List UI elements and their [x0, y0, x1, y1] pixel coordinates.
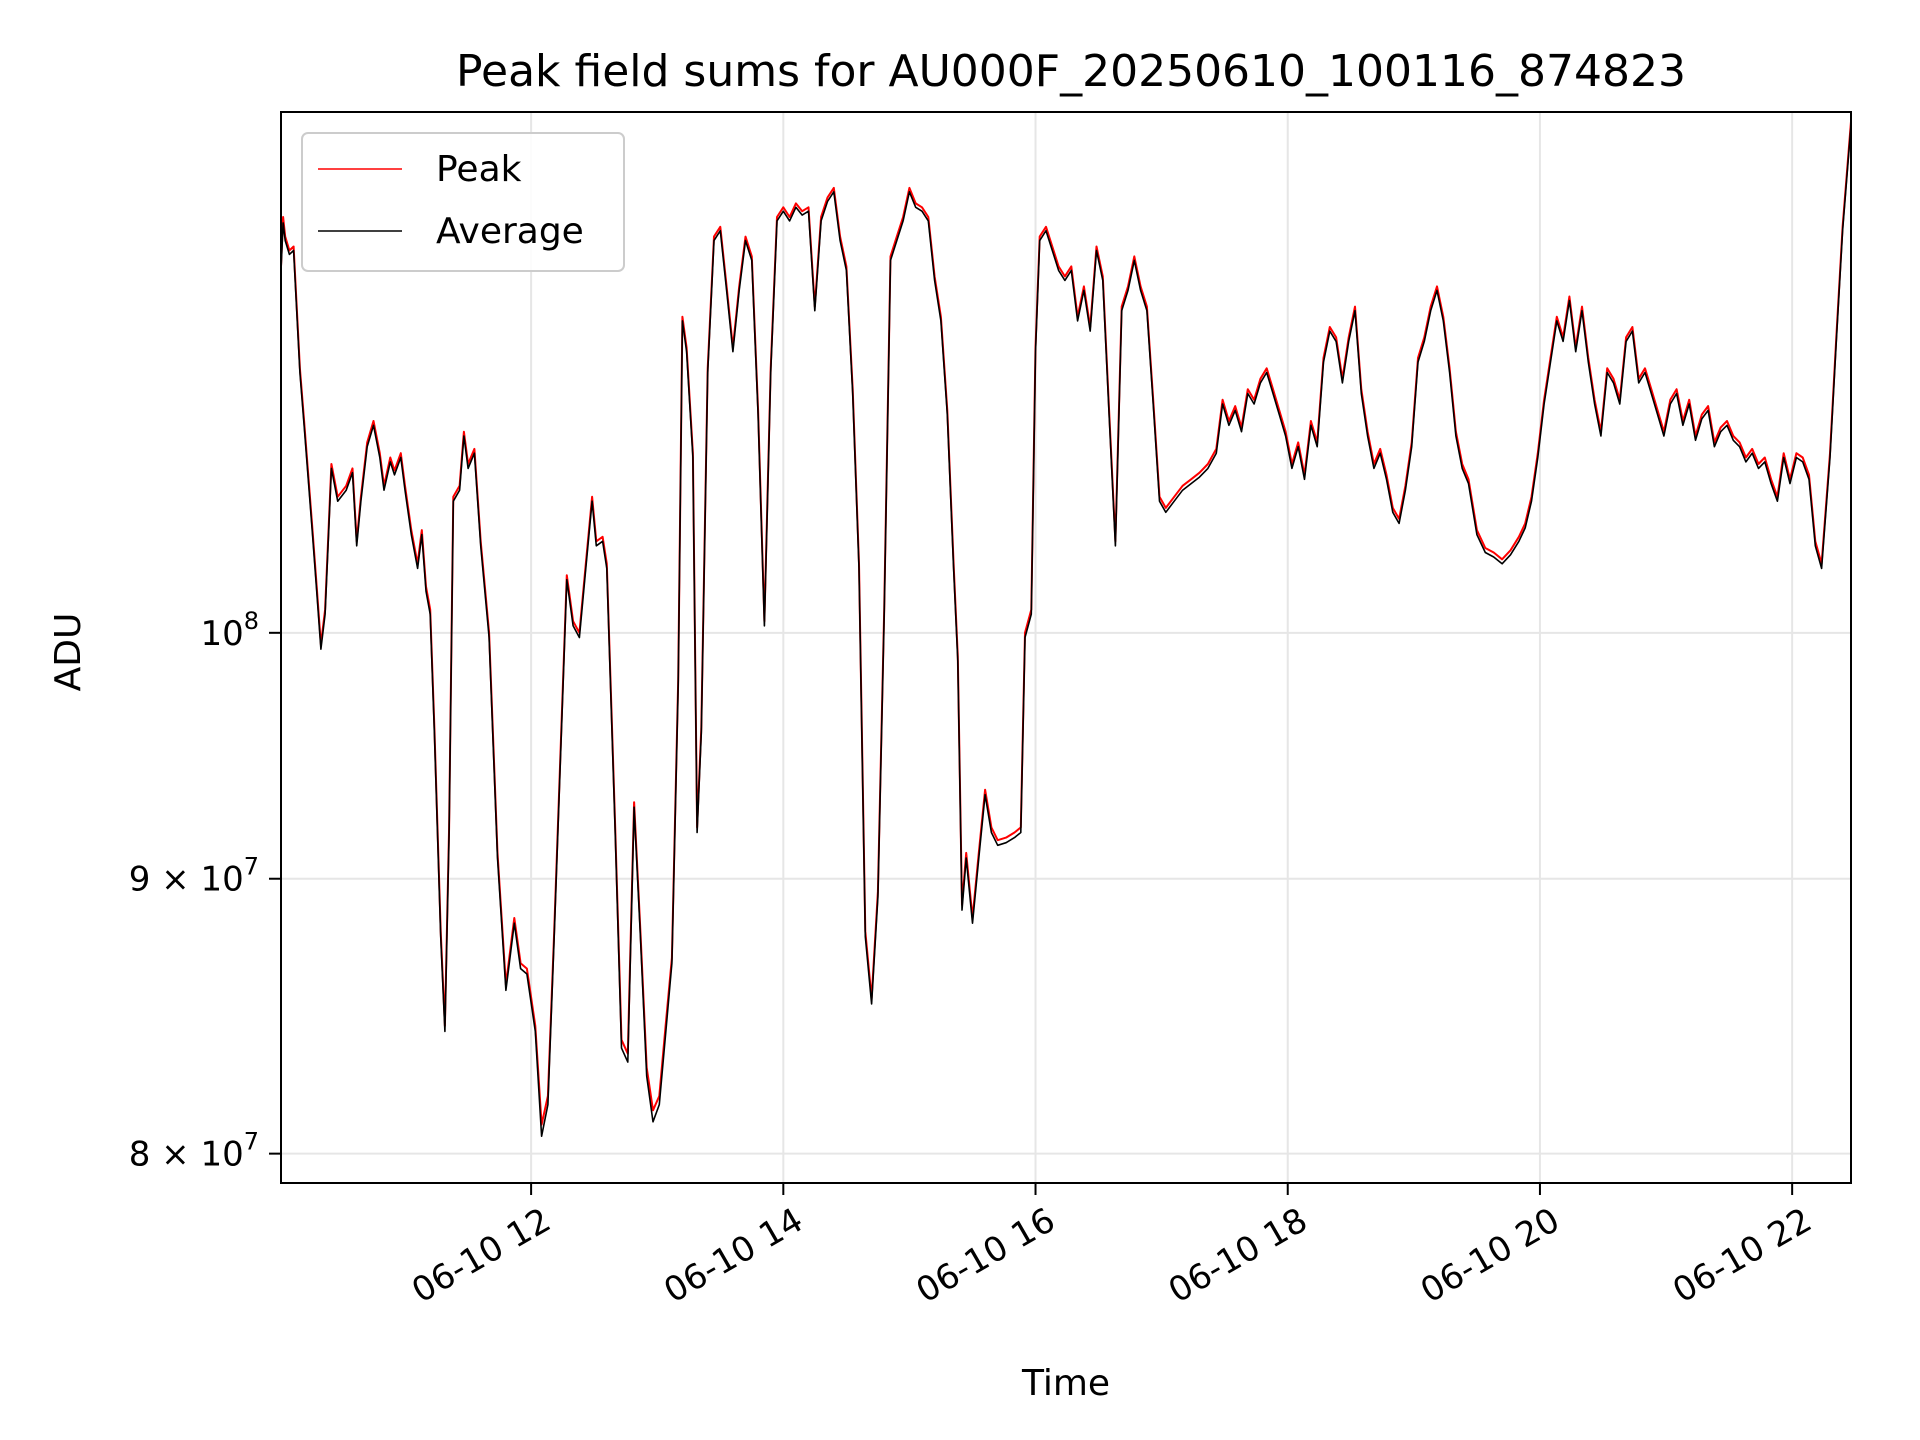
plot-frame	[280, 111, 1852, 1184]
legend-average-label: Average	[436, 211, 584, 252]
x-axis-title: Time	[1021, 1363, 1110, 1404]
y-axis-ticks: 8 × 107 9 × 107 108	[129, 607, 281, 1175]
legend: Peak Average	[301, 132, 625, 272]
y-axis-title: ADU	[48, 613, 89, 692]
series-line-average	[280, 125, 1852, 1137]
legend-peak-label: Peak	[436, 149, 522, 190]
y-tick-label: 108	[200, 607, 259, 654]
grid-lines	[281, 112, 1851, 1183]
y-tick-label: 8 × 107	[129, 1128, 259, 1175]
y-tick-label: 9 × 107	[129, 853, 259, 900]
legend-box	[301, 132, 625, 272]
chart-title: Peak field sums for AU000F_20250610_1001…	[456, 46, 1686, 97]
series-layer	[280, 121, 1852, 1137]
